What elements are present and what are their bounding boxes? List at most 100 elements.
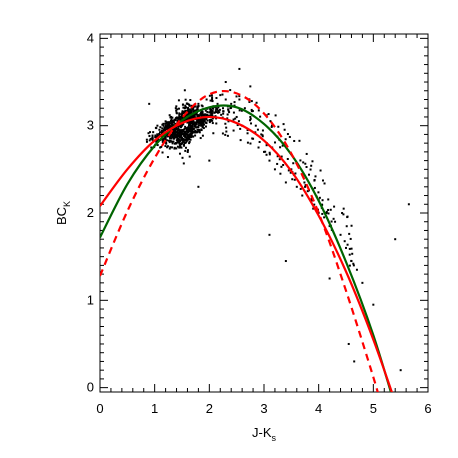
scatter-point bbox=[198, 121, 201, 124]
scatter-point bbox=[148, 139, 151, 142]
scatter-point bbox=[181, 117, 184, 120]
scatter-point bbox=[197, 126, 200, 129]
scatter-point bbox=[224, 81, 227, 84]
scatter-point bbox=[225, 130, 228, 133]
scatter-point bbox=[238, 67, 241, 70]
scatter-point bbox=[248, 100, 251, 103]
scatter-point bbox=[158, 131, 161, 134]
scatter-point bbox=[204, 109, 207, 112]
scatter-point bbox=[177, 128, 180, 131]
scatter-point bbox=[278, 158, 281, 161]
x-axis-label-main: J-K bbox=[252, 425, 272, 440]
scatter-point bbox=[200, 112, 203, 115]
scatter-point bbox=[349, 237, 352, 240]
scatter-point bbox=[332, 217, 335, 220]
scatter-point bbox=[227, 108, 230, 111]
scatter-point bbox=[188, 120, 191, 123]
scatter-point bbox=[288, 135, 291, 138]
scatter-point bbox=[184, 134, 187, 137]
scatter-point bbox=[350, 247, 353, 250]
scatter-point bbox=[204, 125, 207, 128]
scatter-point bbox=[179, 125, 182, 128]
x-tick-label: 3 bbox=[260, 401, 267, 416]
scatter-point bbox=[302, 161, 305, 164]
scatter-point bbox=[179, 136, 182, 139]
scatter-point bbox=[250, 100, 253, 103]
scatter-point bbox=[167, 122, 170, 125]
scatter-point bbox=[156, 139, 159, 142]
scatter-point bbox=[164, 124, 167, 127]
red-dashed-fit-curve bbox=[100, 89, 379, 392]
scatter-point bbox=[167, 139, 170, 142]
scatter-point bbox=[352, 262, 355, 265]
scatter-point bbox=[224, 122, 227, 125]
scatter-point bbox=[260, 133, 263, 136]
scatter-point bbox=[193, 115, 196, 118]
axis-labels: J-Ks BCK bbox=[54, 201, 277, 443]
scatter-point bbox=[276, 155, 279, 158]
scatter-point bbox=[198, 120, 201, 123]
scatter-point bbox=[293, 178, 296, 181]
scatter-point bbox=[167, 126, 170, 129]
y-tick-label: 0 bbox=[87, 380, 94, 395]
y-axis-label-sub: K bbox=[62, 201, 72, 207]
scatter-point bbox=[178, 115, 181, 118]
scatter-point bbox=[154, 134, 157, 137]
scatter-point bbox=[234, 117, 237, 120]
scatter-point bbox=[164, 136, 167, 139]
scatter-point bbox=[291, 178, 294, 181]
scatter-point bbox=[181, 115, 184, 118]
scatter-point bbox=[280, 165, 283, 168]
scatter-point bbox=[211, 100, 214, 103]
scatter-point bbox=[145, 140, 148, 143]
scatter-point bbox=[193, 130, 196, 133]
scatter-point bbox=[209, 110, 212, 113]
scatter-point bbox=[235, 95, 238, 98]
scatter-point bbox=[327, 208, 330, 211]
scatter-point bbox=[184, 146, 187, 149]
scatter-point bbox=[249, 115, 252, 118]
scatter-point bbox=[184, 125, 187, 128]
scatter-point bbox=[174, 136, 177, 139]
scatter-point bbox=[268, 233, 271, 236]
scatter-point bbox=[148, 102, 151, 105]
scatter-point bbox=[169, 146, 172, 149]
scatter-point bbox=[217, 110, 220, 113]
scatter-point bbox=[175, 105, 178, 108]
scatter-point bbox=[304, 185, 307, 188]
scatter-point bbox=[177, 127, 180, 130]
scatter-point bbox=[256, 128, 259, 131]
scatter-point bbox=[182, 128, 185, 131]
scatter-point bbox=[270, 124, 273, 127]
scatter-point bbox=[286, 133, 289, 136]
scatter-point bbox=[304, 162, 307, 165]
x-tick-label: 6 bbox=[424, 401, 431, 416]
scatter-point bbox=[183, 119, 186, 122]
scatter-point bbox=[200, 128, 203, 131]
scatter-point bbox=[229, 106, 232, 109]
scatter-point bbox=[171, 134, 174, 137]
scatter-point bbox=[176, 145, 179, 148]
scatter-point bbox=[161, 151, 164, 154]
scatter-point bbox=[189, 99, 192, 102]
scatter-point bbox=[193, 123, 196, 126]
scatter-point bbox=[208, 121, 211, 124]
scatter-point bbox=[170, 137, 173, 140]
scatter-point bbox=[188, 155, 191, 158]
scatter-point bbox=[226, 113, 229, 116]
scatter-point bbox=[171, 116, 174, 119]
scatter-point bbox=[327, 212, 330, 215]
scatter-point bbox=[309, 168, 312, 171]
scatter-point bbox=[151, 134, 154, 137]
scatter-point bbox=[186, 117, 189, 120]
scatter-point bbox=[281, 144, 284, 147]
scatter-point bbox=[287, 169, 290, 172]
scatter-point bbox=[270, 125, 273, 128]
scatter-point bbox=[341, 212, 344, 215]
scatter-point bbox=[184, 118, 187, 121]
scatter-point bbox=[216, 111, 219, 114]
scatter-point bbox=[228, 111, 231, 114]
scatter-point bbox=[151, 137, 154, 140]
scatter-point bbox=[187, 131, 190, 134]
